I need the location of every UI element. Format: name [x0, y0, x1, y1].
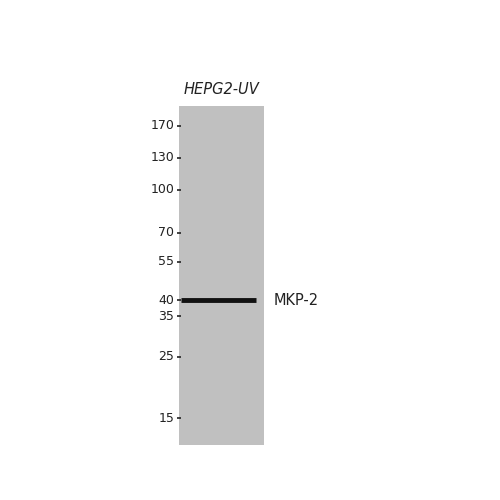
- Text: 170: 170: [150, 119, 174, 132]
- Text: 25: 25: [158, 350, 174, 363]
- Text: HEPG2-UV: HEPG2-UV: [184, 82, 259, 96]
- Text: 15: 15: [158, 412, 174, 425]
- Text: 40: 40: [158, 294, 174, 306]
- Text: 35: 35: [158, 310, 174, 322]
- Text: 55: 55: [158, 255, 174, 268]
- Text: 100: 100: [150, 183, 174, 196]
- Text: 70: 70: [158, 226, 174, 239]
- Bar: [179, 106, 264, 445]
- Text: 130: 130: [150, 152, 174, 164]
- Text: MKP-2: MKP-2: [274, 292, 319, 308]
